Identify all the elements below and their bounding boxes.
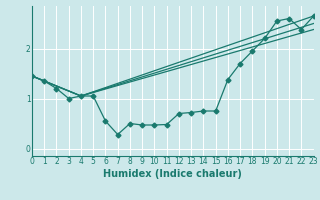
X-axis label: Humidex (Indice chaleur): Humidex (Indice chaleur) (103, 169, 242, 179)
